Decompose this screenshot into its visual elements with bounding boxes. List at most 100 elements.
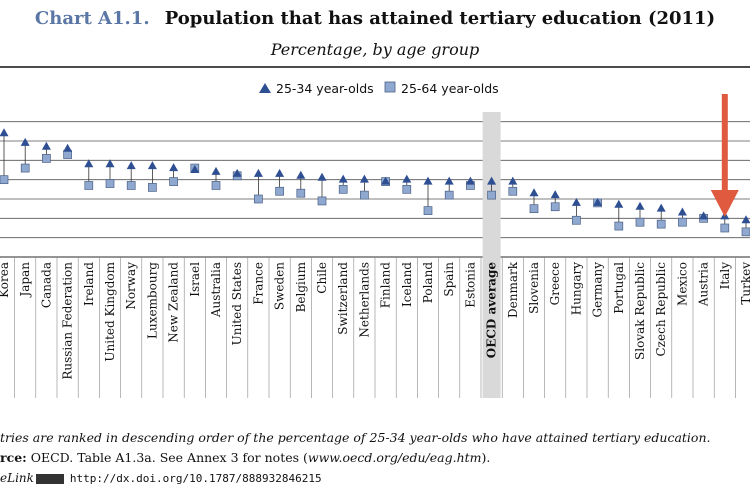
grid xyxy=(0,121,750,398)
point-25-64 xyxy=(487,190,496,200)
point-25-34 xyxy=(635,201,645,210)
chart-subtitle: Percentage, by age group xyxy=(270,40,480,59)
point-25-64 xyxy=(211,181,221,190)
point-25-34 xyxy=(296,170,306,179)
point-25-34 xyxy=(614,199,624,208)
point-25-64 xyxy=(656,219,666,229)
category-label: Norway xyxy=(124,262,138,310)
source-label: rce: xyxy=(0,450,27,465)
point-25-34 xyxy=(699,211,709,220)
point-25-64 xyxy=(169,177,178,186)
point-25-34 xyxy=(275,168,285,177)
legend: 25-34 year-olds 25-64 year-olds xyxy=(259,81,499,96)
oecd-highlight-band xyxy=(482,112,501,398)
category-label: OECD average xyxy=(485,262,499,359)
point-25-64 xyxy=(126,181,136,190)
point-25-34 xyxy=(571,197,581,206)
annotation-arrow-shaft xyxy=(721,94,728,192)
point-25-64 xyxy=(338,184,348,194)
point-25-34 xyxy=(656,203,666,212)
chart-title-row: Chart A1.1. Population that has attained… xyxy=(0,8,750,29)
point-25-34 xyxy=(529,188,539,197)
point-25-34 xyxy=(147,161,157,170)
category-label: Czech Republic xyxy=(654,262,668,357)
category-label: Luxembourg xyxy=(145,262,159,339)
point-25-34 xyxy=(105,159,115,168)
legend-square-icon xyxy=(384,81,396,93)
point-25-34 xyxy=(84,159,94,168)
point-25-34 xyxy=(63,143,73,152)
category-label: Netherlands xyxy=(357,262,371,338)
source-url[interactable]: www.oecd.org/edu/eag.htm xyxy=(307,450,482,465)
annotation-arrow-head xyxy=(710,190,739,217)
category-label: Korea xyxy=(0,262,11,298)
point-25-34 xyxy=(211,166,221,175)
oecd-highlight xyxy=(482,112,501,398)
point-25-34 xyxy=(190,165,200,173)
point-25-64 xyxy=(572,215,581,225)
point-25-34 xyxy=(402,174,412,183)
category-label: United States xyxy=(230,262,244,345)
category-label: Ireland xyxy=(82,262,96,306)
category-label: France xyxy=(251,262,265,305)
point-25-64 xyxy=(254,194,263,204)
legend-label-2534: 25-34 year-olds xyxy=(276,81,374,96)
point-25-64 xyxy=(635,217,645,227)
category-label: Israel xyxy=(188,262,202,297)
point-25-34 xyxy=(741,215,750,224)
category-label: Denmark xyxy=(506,261,520,318)
category-label: Mexico xyxy=(675,262,689,306)
category-label: Slovenia xyxy=(527,262,541,314)
point-25-64 xyxy=(678,217,687,227)
category-label: Switzerland xyxy=(336,262,350,335)
category-label: Germany xyxy=(591,262,605,318)
chart-title: Population that has attained tertiary ed… xyxy=(164,8,716,29)
point-25-64 xyxy=(84,181,94,190)
category-label: Finland xyxy=(379,262,393,309)
category-label: Greece xyxy=(548,262,562,305)
category-label: Italy xyxy=(718,262,732,290)
point-25-34 xyxy=(253,168,263,177)
legend-label-2564: 25-64 year-olds xyxy=(401,81,499,96)
category-label: Turkey xyxy=(739,262,750,305)
point-25-64 xyxy=(360,190,369,200)
category-label: Belgium xyxy=(294,261,308,312)
point-25-34 xyxy=(593,197,603,206)
chart-id: Chart A1.1. xyxy=(34,8,150,29)
legend-triangle-icon xyxy=(259,83,271,93)
annotation xyxy=(710,94,739,217)
point-25-64 xyxy=(402,184,412,194)
point-25-34 xyxy=(508,176,518,185)
category-labels: Korea Japan Canada Russian Federation Irelan… xyxy=(0,261,750,379)
category-label: Australia xyxy=(209,262,223,318)
source-line: rce: OECD. Table A1.3a. See Annex 3 for … xyxy=(0,448,750,468)
point-25-64 xyxy=(508,186,518,196)
category-label: Hungary xyxy=(569,262,583,315)
point-25-64 xyxy=(317,196,327,206)
point-25-34 xyxy=(677,207,687,216)
point-25-34 xyxy=(317,172,327,181)
category-label: New Zealand xyxy=(167,262,181,343)
source-text: OECD. Table A1.3a. See Annex 3 for notes… xyxy=(30,450,308,465)
statlink-label: eLink xyxy=(0,471,34,485)
point-25-64 xyxy=(550,202,560,212)
chart-marks xyxy=(0,128,750,237)
statlink-url[interactable]: http://dx.doi.org/10.1787/888932846215 xyxy=(69,472,322,485)
category-label: Estonia xyxy=(463,262,477,308)
category-label: Portugal xyxy=(612,262,626,314)
point-25-64 xyxy=(296,188,306,198)
point-25-64 xyxy=(275,186,284,196)
point-25-34 xyxy=(359,174,369,183)
point-25-64 xyxy=(20,163,30,173)
point-25-64 xyxy=(42,154,51,163)
point-25-34 xyxy=(423,176,433,185)
category-label: Chile xyxy=(315,262,329,294)
category-label: Poland xyxy=(421,262,435,304)
point-25-64 xyxy=(423,206,433,215)
category-label: Canada xyxy=(39,262,53,308)
category-label: Spain xyxy=(442,262,456,297)
point-25-64 xyxy=(444,190,454,200)
category-label: Slovak Republic xyxy=(633,262,647,360)
point-25-34 xyxy=(41,141,51,150)
point-25-64 xyxy=(148,183,157,192)
